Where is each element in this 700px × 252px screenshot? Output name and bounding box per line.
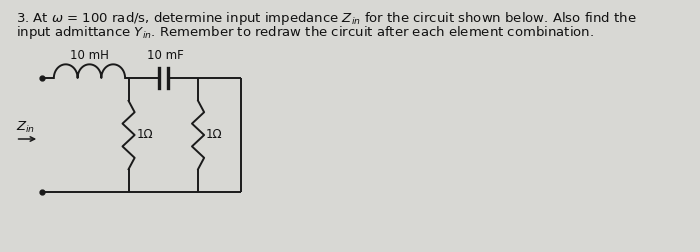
- Text: 10 mF: 10 mF: [147, 49, 183, 62]
- Text: input admittance $Y_{in}$. Remember to redraw the circuit after each element com: input admittance $Y_{in}$. Remember to r…: [15, 24, 594, 41]
- Text: 1Ω: 1Ω: [136, 129, 153, 142]
- Text: 1Ω: 1Ω: [206, 129, 223, 142]
- Text: 3. At $\omega$ = 100 rad/s, determine input impedance $Z_{in}$ for the circuit s: 3. At $\omega$ = 100 rad/s, determine in…: [15, 10, 636, 27]
- Text: 10 mH: 10 mH: [70, 49, 109, 62]
- Text: $Z_{in}$: $Z_{in}$: [15, 119, 35, 135]
